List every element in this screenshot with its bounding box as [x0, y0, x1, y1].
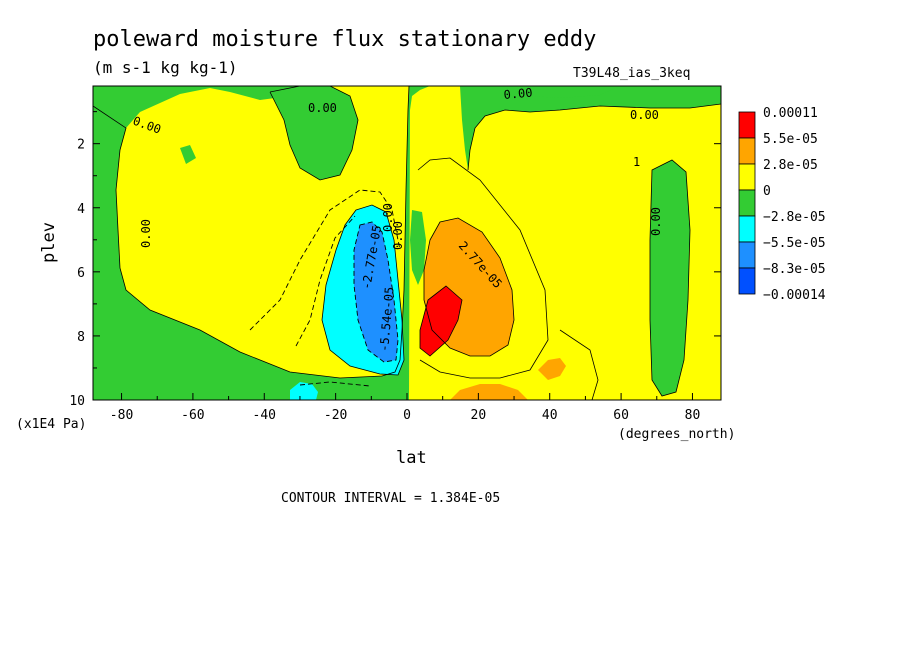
colorbar-label: 0 [763, 184, 771, 199]
contour-pos-lobe [423, 217, 515, 357]
y-tick-label: 2 [77, 138, 85, 153]
contour-label-4: 0.00 [630, 108, 659, 122]
colorbar-swatch [738, 215, 756, 243]
x-tick-label: -40 [253, 408, 276, 423]
contour-zero-highlat [649, 159, 691, 397]
chart-title: poleward moisture flux stationary eddy [93, 27, 596, 52]
x-tick-label: 60 [613, 408, 629, 423]
contour-neg-dashed-bottom [299, 381, 371, 387]
contour-label-7: 0.00 [649, 207, 663, 236]
contour-neg-dashed-inner [353, 221, 399, 363]
y-tick-label: 10 [69, 394, 85, 409]
contour-label-8: 0.00 [391, 221, 405, 250]
fill-green-southern [93, 86, 430, 400]
contour-interval-note: CONTOUR INTERVAL = 1.384E-05 [281, 491, 500, 506]
colorbar-swatch [738, 189, 756, 217]
colorbar-label: −0.00014 [763, 288, 826, 303]
dataset-label: T39L48_ias_3keq [573, 66, 690, 81]
fill-green-high-lat [650, 160, 690, 396]
x-tick-label: 40 [542, 408, 558, 423]
plot-area: 0.00 0.00 0.00 0.00 0.00 0.00 0.00 0.00 … [93, 86, 721, 400]
y-tick-label: 6 [77, 266, 85, 281]
contour-zero-south [93, 86, 410, 379]
y-tick-label: 4 [77, 202, 85, 217]
fill-green-notch [180, 145, 196, 164]
fill-orange-surface [450, 384, 528, 400]
fill-cyan-bottom [290, 382, 318, 400]
colorbar-label: −2.8e-05 [763, 210, 826, 225]
fill-orange-small [538, 358, 566, 380]
fill-red-core [420, 286, 462, 356]
chart-units: (m s-1 kg kg-1) [93, 58, 238, 77]
contour-pos-red [419, 285, 463, 357]
contour-neg-cyan [321, 204, 405, 376]
contour-label-2: 0.00 [308, 101, 337, 115]
x-axis-label: lat [396, 448, 427, 468]
contour-zero-upper [269, 86, 359, 181]
x-tick-label: 80 [685, 408, 701, 423]
contour-label-3: 0.00 [503, 86, 533, 102]
colorbar-label: 2.8e-05 [763, 158, 818, 173]
y-axis-label: plev [39, 222, 59, 263]
x-axis-units: (degrees_north) [618, 427, 735, 442]
colorbar-label: −5.5e-05 [763, 236, 826, 251]
contour-neg-dashed-mid [295, 215, 356, 347]
colorbar-label: −8.3e-05 [763, 262, 826, 277]
contour-label-12: 1 [633, 155, 640, 169]
colorbar-swatch [738, 267, 756, 295]
x-axis: -80 -60 -40 -20 0 20 40 60 80 [110, 393, 700, 423]
contour-label-5: 0.00 [139, 219, 153, 248]
contour-pos-outer [417, 157, 549, 379]
y-axis-units: (x1E4 Pa) [16, 417, 86, 432]
y-tick-label: 8 [77, 330, 85, 345]
colorbar-label: 5.5e-05 [763, 132, 818, 147]
contour-zero-north [467, 103, 721, 171]
colorbar-swatch [738, 241, 756, 269]
fill-green-upper-mid [270, 86, 358, 180]
x-tick-label: -20 [324, 408, 347, 423]
colorbar-label: 0.00011 [763, 106, 818, 121]
colorbar-swatch [738, 163, 756, 191]
colorbar-swatch [738, 137, 756, 165]
x-tick-label: 20 [471, 408, 487, 423]
fill-green-north-top [460, 86, 721, 170]
contour-label-6: 0.00 [381, 203, 395, 232]
contour-neg-dashed-outer [249, 189, 401, 331]
colorbar: 0.00011 5.5e-05 2.8e-05 0 −2.8e-05 −5.5e-05 −8… [738, 106, 826, 303]
contour-label-10: -5.54e-05 [377, 286, 397, 352]
x-tick-label: 0 [403, 408, 411, 423]
fill-green-narrow-tongue [410, 210, 426, 285]
y-axis: 2 4 6 8 10 [69, 111, 721, 409]
x-tick-label: -60 [181, 408, 204, 423]
fill-green-north-top2 [520, 86, 620, 98]
contour-pos-thin [559, 329, 599, 400]
colorbar-swatch [738, 111, 756, 139]
x-tick-label: -80 [110, 408, 133, 423]
